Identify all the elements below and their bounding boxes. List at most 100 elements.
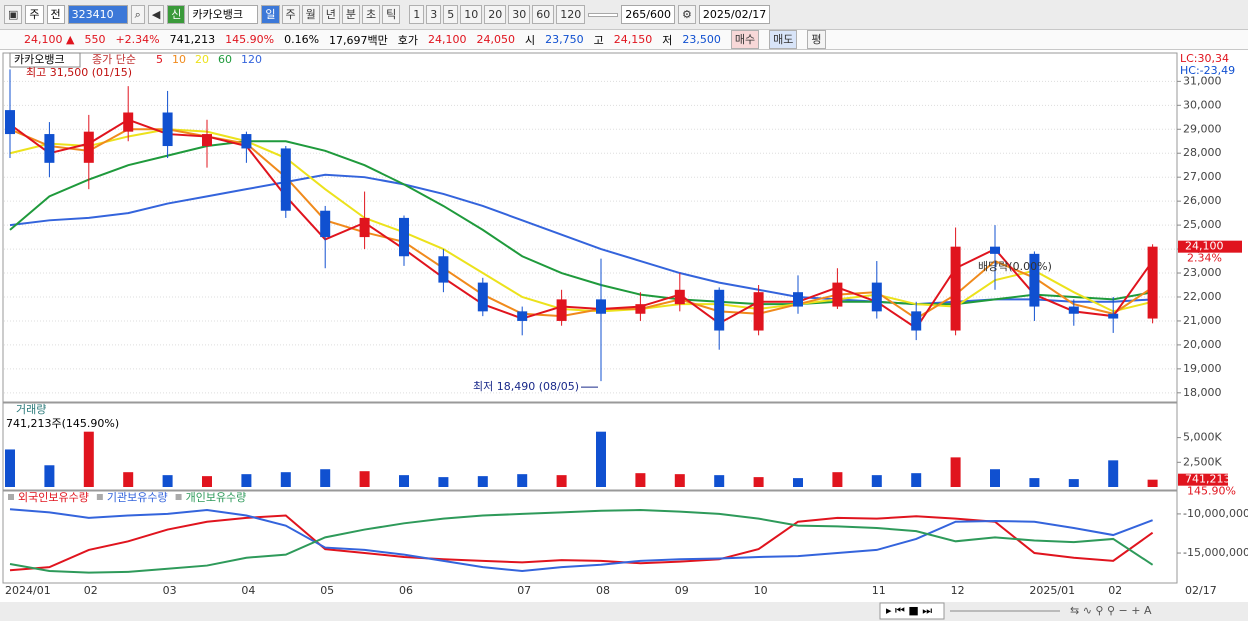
- candle-body: [162, 112, 173, 147]
- market-select[interactable]: 주: [25, 5, 44, 24]
- x-tick-label: 02: [1108, 584, 1122, 597]
- x-tick-label: 2025/01: [1029, 584, 1075, 597]
- high-label: 고: [593, 33, 604, 47]
- last-change-label: 2.34%: [1187, 252, 1222, 265]
- avg-button[interactable]: 평: [807, 30, 826, 49]
- interval-input[interactable]: [588, 12, 619, 17]
- buy-button[interactable]: 매수: [730, 30, 760, 49]
- scroll-bar[interactable]: [0, 602, 1248, 621]
- high-annotation: 최고 31,500 (01/15): [26, 66, 132, 79]
- candle-body: [202, 134, 212, 147]
- amount: 17,697백만: [329, 33, 388, 47]
- panel-subtitle: 741,213주(145.90%): [6, 417, 119, 430]
- volume-bar: [5, 449, 15, 487]
- interval-button[interactable]: 1: [409, 5, 425, 24]
- interval-button[interactable]: 20: [484, 5, 507, 24]
- nav-icons[interactable]: ▸ ⏮ ■ ⏭: [886, 604, 932, 617]
- interval-button[interactable]: 5: [443, 5, 459, 24]
- candle-body: [44, 134, 55, 163]
- code-input[interactable]: 323410: [67, 5, 128, 24]
- panel-title: 거래량: [16, 403, 46, 416]
- period-button[interactable]: 일: [261, 5, 280, 24]
- volume-bar: [1147, 479, 1158, 487]
- volume-bar: [1068, 479, 1079, 487]
- x-tick-label: 03: [163, 584, 177, 597]
- candle-body: [517, 311, 528, 321]
- candle-body: [793, 292, 803, 307]
- volume-bar: [950, 457, 961, 487]
- last-volume-pct: 145.90%: [1187, 485, 1236, 498]
- quote-label: 호가: [397, 33, 419, 47]
- tool-button[interactable]: ⚙: [678, 5, 696, 24]
- interval-button[interactable]: 10: [460, 5, 483, 24]
- high: 24,150: [613, 33, 653, 46]
- y-tick-label: 21,000: [1183, 314, 1222, 327]
- low-annotation: 최저 18,490 (08/05): [473, 380, 579, 393]
- nav-buttons[interactable]: [879, 602, 945, 620]
- volume-panel: [2, 402, 1178, 491]
- y-tick-label: 20,000: [1183, 338, 1222, 351]
- candle-body: [1147, 246, 1158, 319]
- volume-bar: [44, 465, 55, 487]
- holdings-panel: [2, 490, 1178, 584]
- period-button[interactable]: 월: [301, 5, 320, 24]
- candle-body: [832, 282, 843, 307]
- volume-bar: [832, 472, 843, 487]
- candle-body: [556, 299, 567, 321]
- new-badge[interactable]: 신: [167, 5, 186, 24]
- volume-bar: [83, 431, 94, 487]
- period-button[interactable]: 초: [362, 5, 381, 24]
- candle-body: [674, 289, 685, 305]
- volume-bar: [202, 476, 212, 487]
- interval-button[interactable]: 60: [532, 5, 555, 24]
- y-tick-label: 26,000: [1183, 194, 1222, 207]
- y-tick-label: 18,000: [1183, 386, 1222, 399]
- date-input[interactable]: 2025/02/17: [698, 5, 771, 24]
- volume-bar: [1029, 478, 1040, 487]
- candle-body: [438, 256, 449, 283]
- low-label: 저: [662, 33, 673, 47]
- volume-bar: [911, 473, 922, 487]
- volume-bar: [162, 475, 173, 487]
- ma-line: [9, 118, 1154, 330]
- series-line: [9, 508, 1153, 573]
- y-tick-label: 2,500K: [1183, 455, 1222, 468]
- icon-button[interactable]: ▣: [4, 5, 23, 24]
- count-input[interactable]: 265/600: [621, 5, 675, 24]
- legend-entry: 60: [218, 53, 232, 66]
- chart-area: ▸ ⏮ ■ ⏭ ⇆ ∿ ⚲ ⚲ − + A 18,000 19,000 20,000…: [0, 50, 1248, 621]
- y-tick-label: 22,000: [1183, 290, 1222, 303]
- y-tick-label: 29,000: [1183, 122, 1222, 135]
- ask: 24,100: [428, 33, 467, 46]
- legend-title: 카카오뱅크: [14, 53, 65, 66]
- interval-button[interactable]: 30: [508, 5, 531, 24]
- open: 23,750: [545, 33, 584, 46]
- search-button[interactable]: ⌕: [130, 5, 145, 24]
- tool-icons[interactable]: ⇆ ∿ ⚲ ⚲ − + A: [1070, 604, 1152, 617]
- sell-button[interactable]: 매도: [769, 30, 798, 49]
- legend-entry: 개인보유수량: [186, 491, 247, 504]
- type-select[interactable]: 전: [46, 5, 65, 24]
- candle-body: [753, 292, 764, 331]
- period-button[interactable]: 틱: [382, 5, 401, 24]
- volume-bar: [320, 469, 331, 487]
- period-button[interactable]: 주: [281, 5, 300, 24]
- interval-button[interactable]: 3: [426, 5, 442, 24]
- x-tick-label: 04: [241, 584, 255, 597]
- info-bar: 24,100 ▲ 550 +2.34% 741,213 145.90% 0.16…: [0, 30, 1248, 50]
- y-tick-label: -15,000,000: [1183, 546, 1248, 559]
- candle-body: [1108, 313, 1119, 319]
- y-tick-label: -10,000,000: [1183, 507, 1248, 520]
- x-tick-label: 08: [596, 584, 610, 597]
- period-button[interactable]: 년: [321, 5, 340, 24]
- legend-title-box: [9, 52, 81, 68]
- volume-bar: [635, 473, 646, 487]
- x-tick-label: 07: [517, 584, 531, 597]
- volume: 741,213: [169, 33, 216, 46]
- interval-button[interactable]: 120: [556, 5, 586, 24]
- period-button[interactable]: 분: [341, 5, 361, 24]
- sound-button[interactable]: ◀: [147, 5, 165, 24]
- legend-entry: 기관보유수량: [107, 491, 168, 504]
- volume-bar: [517, 474, 528, 487]
